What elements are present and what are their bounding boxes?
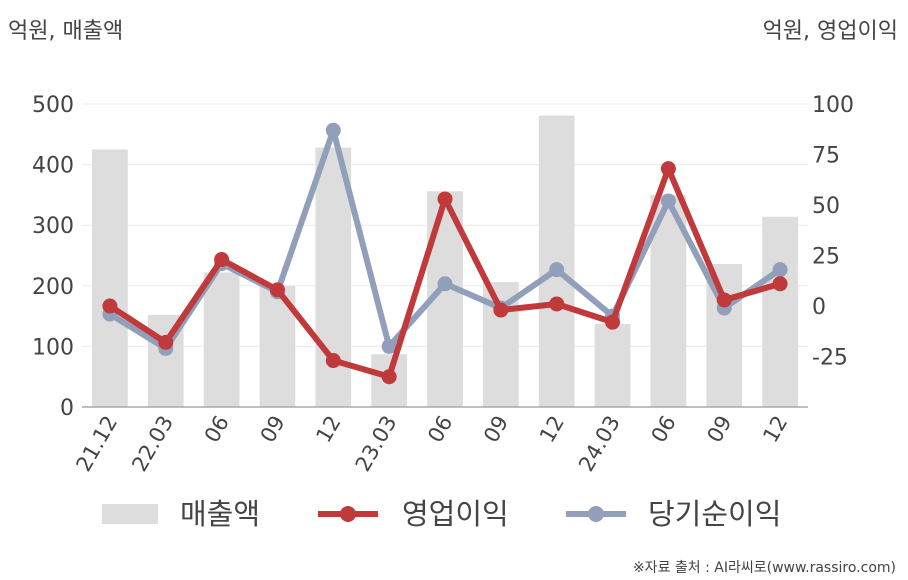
point-당기순이익 [437, 276, 453, 292]
left-axis-ticks: 0 100 200 300 400 500 [32, 93, 74, 421]
line-series [102, 122, 788, 385]
source-note: ※자료 출처 : AI라씨로(www.rassiro.com) [633, 560, 896, 576]
left-tick-label: 500 [32, 93, 74, 118]
point-당기순이익 [772, 262, 788, 278]
x-tick-label: 09 [479, 412, 513, 447]
point-당기순이익 [549, 262, 565, 278]
x-tick-label: 24.03 [574, 412, 625, 476]
legend-marker-영업이익 [340, 506, 356, 522]
left-tick-label: 400 [32, 154, 74, 179]
bar-series [92, 115, 798, 407]
point-영업이익 [660, 161, 676, 177]
point-당기순이익 [325, 122, 341, 138]
legend: 매출액 영업이익 당기순이익 [102, 497, 781, 531]
x-axis-ticks: 21.12 22.03 06 09 12 23.03 06 09 12 24.03 06 09 12 [71, 412, 792, 476]
left-tick-label: 300 [32, 214, 74, 239]
x-tick-label: 12 [535, 412, 569, 447]
right-tick-label: 100 [812, 93, 854, 118]
right-axis-label: 억원, 영업이익 [763, 19, 898, 44]
point-영업이익 [549, 296, 565, 312]
right-axis-ticks: -25 0 25 50 75 100 [812, 93, 854, 371]
x-tick-label: 21.12 [71, 412, 122, 476]
left-tick-label: 100 [32, 335, 74, 360]
point-영업이익 [325, 353, 341, 369]
x-tick-label: 06 [423, 412, 457, 447]
right-tick-label: 75 [812, 144, 840, 169]
x-tick-label: 23.03 [351, 412, 402, 476]
legend-label-영업이익: 영업이익 [402, 497, 509, 531]
right-tick-label: 50 [812, 194, 840, 219]
point-영업이익 [269, 282, 285, 298]
point-영업이익 [493, 302, 509, 318]
left-tick-label: 0 [60, 396, 74, 421]
legend-label-당기순이익: 당기순이익 [648, 497, 781, 531]
bar-매출액 [594, 323, 631, 407]
x-tick-label: 12 [758, 412, 792, 447]
bar-매출액 [203, 272, 240, 407]
left-tick-label: 200 [32, 275, 74, 300]
x-tick-label: 06 [647, 412, 681, 447]
legend-marker-당기순이익 [588, 506, 604, 522]
legend-label-매출액: 매출액 [180, 497, 260, 531]
x-tick-label: 22.03 [127, 412, 178, 476]
point-영업이익 [158, 334, 174, 350]
right-tick-label: 25 [812, 245, 840, 270]
bar-매출액 [538, 115, 575, 407]
x-tick-label: 06 [200, 412, 234, 447]
right-tick-label: -25 [812, 346, 848, 371]
point-영업이익 [716, 292, 732, 308]
right-tick-label: 0 [812, 295, 826, 320]
x-tick-label: 09 [256, 412, 290, 447]
x-tick-label: 09 [702, 412, 736, 447]
point-당기순이익 [660, 193, 676, 209]
bar-매출액 [762, 216, 798, 407]
point-영업이익 [214, 252, 230, 268]
point-영업이익 [381, 369, 397, 385]
bar-매출액 [92, 149, 128, 407]
point-영업이익 [772, 276, 788, 292]
x-tick-label: 12 [311, 412, 345, 447]
point-당기순이익 [381, 338, 397, 354]
legend-swatch-매출액 [102, 504, 158, 524]
point-영업이익 [605, 314, 621, 330]
point-영업이익 [437, 191, 453, 207]
left-axis-label: 억원, 매출액 [8, 19, 123, 44]
point-영업이익 [102, 298, 118, 314]
